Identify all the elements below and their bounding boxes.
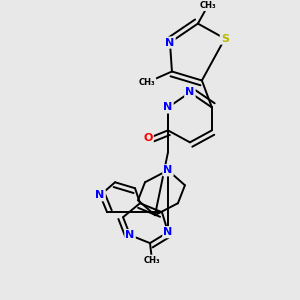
Text: CH₃: CH₃ — [200, 1, 216, 10]
Text: N: N — [125, 230, 135, 240]
Text: S: S — [221, 34, 229, 44]
Text: N: N — [163, 165, 172, 175]
Text: N: N — [165, 38, 175, 48]
Text: N: N — [163, 102, 172, 112]
Text: N: N — [163, 227, 172, 237]
Text: N: N — [95, 190, 105, 200]
Text: CH₃: CH₃ — [144, 256, 160, 265]
Text: CH₃: CH₃ — [139, 78, 155, 87]
Text: N: N — [185, 88, 194, 98]
Text: O: O — [143, 134, 153, 143]
